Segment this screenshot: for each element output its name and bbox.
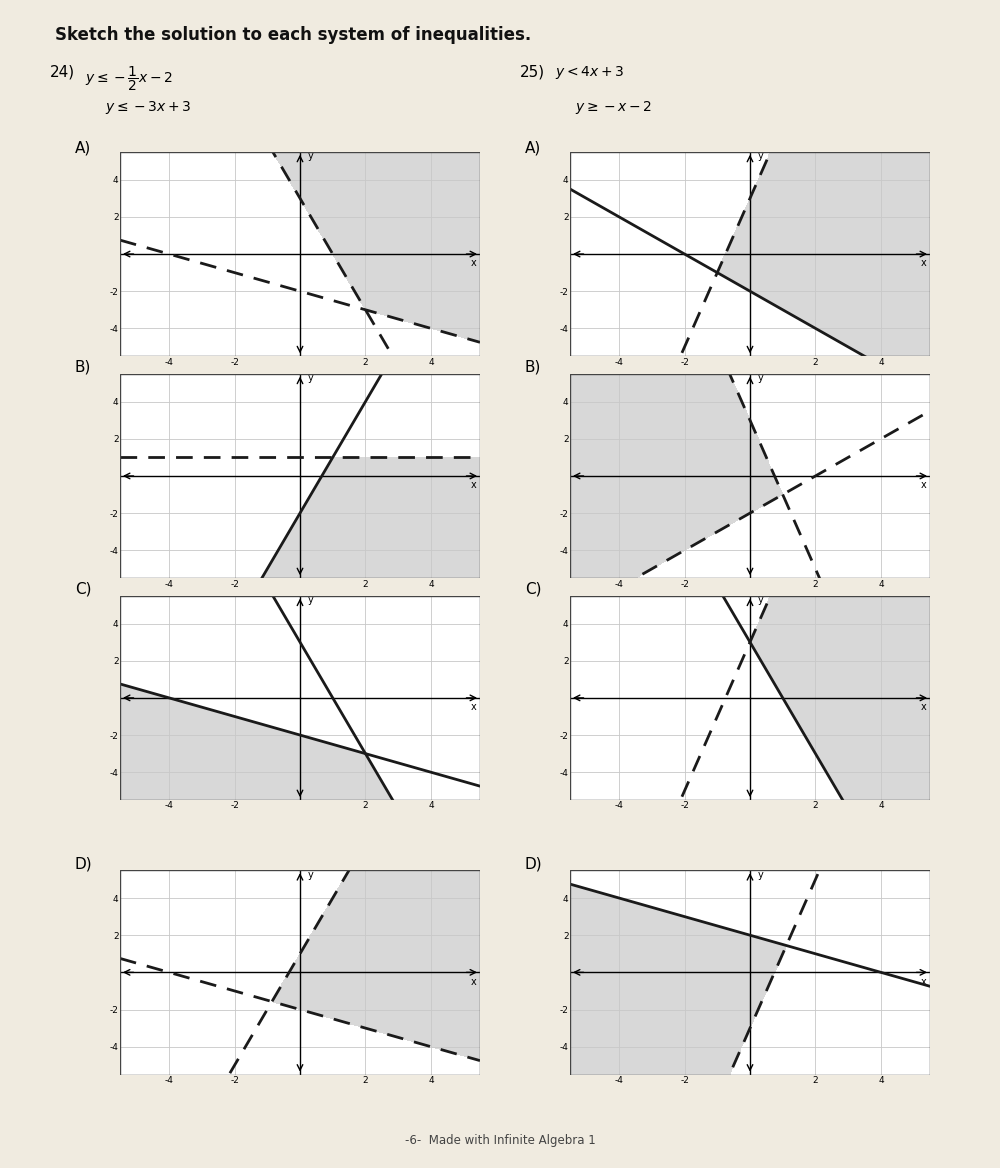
- Text: B): B): [75, 360, 91, 375]
- Text: $y < 4x + 3$: $y < 4x + 3$: [555, 64, 624, 82]
- Text: A): A): [525, 140, 541, 155]
- Text: $y \leq -\dfrac{1}{2}x - 2$: $y \leq -\dfrac{1}{2}x - 2$: [85, 64, 173, 92]
- Text: x: x: [921, 258, 926, 269]
- Text: y: y: [758, 596, 764, 605]
- Text: 25): 25): [520, 64, 545, 79]
- Text: $y \leq -3x + 3$: $y \leq -3x + 3$: [105, 99, 191, 117]
- Text: x: x: [921, 702, 926, 712]
- Text: C): C): [525, 582, 541, 597]
- Text: x: x: [471, 702, 476, 712]
- Text: y: y: [758, 152, 764, 161]
- Text: Sketch the solution to each system of inequalities.: Sketch the solution to each system of in…: [55, 26, 531, 43]
- Text: $y \geq -x - 2$: $y \geq -x - 2$: [575, 99, 652, 117]
- Text: -6-  Made with Infinite Algebra 1: -6- Made with Infinite Algebra 1: [405, 1134, 595, 1147]
- Text: y: y: [308, 152, 314, 161]
- Text: 24): 24): [50, 64, 75, 79]
- Text: D): D): [525, 856, 543, 871]
- Text: A): A): [75, 140, 91, 155]
- Text: y: y: [758, 374, 764, 383]
- Text: y: y: [308, 374, 314, 383]
- Text: x: x: [471, 480, 476, 491]
- Text: B): B): [525, 360, 541, 375]
- Text: y: y: [308, 870, 314, 880]
- Text: x: x: [921, 480, 926, 491]
- Text: y: y: [758, 870, 764, 880]
- Text: D): D): [75, 856, 93, 871]
- Text: x: x: [471, 258, 476, 269]
- Text: x: x: [921, 976, 926, 987]
- Text: y: y: [308, 596, 314, 605]
- Text: C): C): [75, 582, 92, 597]
- Text: x: x: [471, 976, 476, 987]
